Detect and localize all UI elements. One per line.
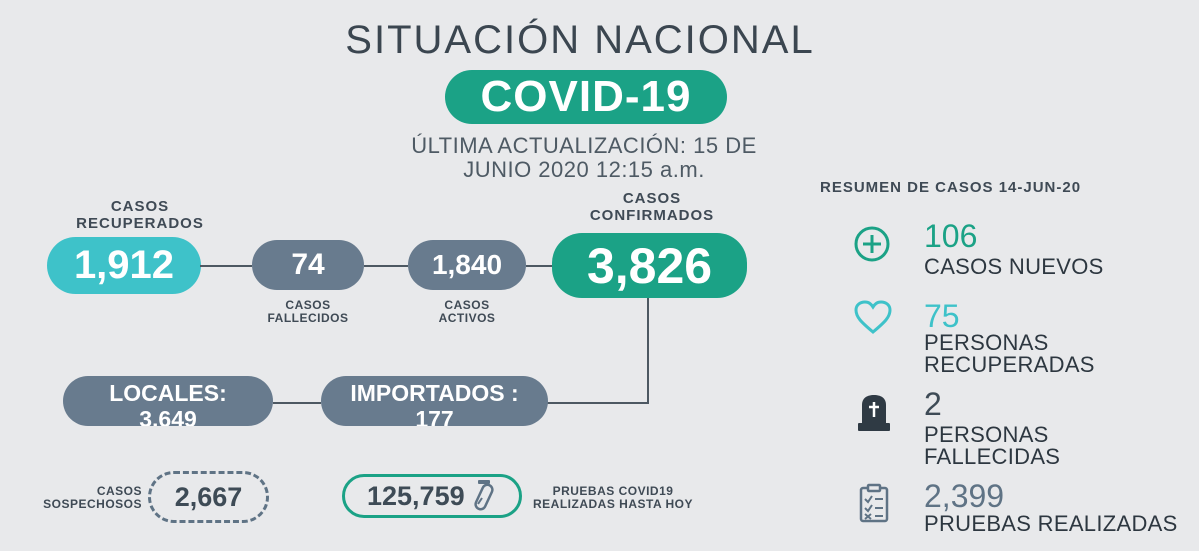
importados-text: IMPORTADOS : 177 xyxy=(350,380,519,426)
page-title: SITUACIÓN NACIONAL xyxy=(345,18,815,62)
clipboard-checklist-icon xyxy=(857,482,891,524)
summary-value: 75 xyxy=(924,298,960,334)
activos-label: CASOS ACTIVOS xyxy=(438,298,496,325)
heart-icon xyxy=(852,298,894,338)
summary-label: CASOS NUEVOS xyxy=(924,254,1104,279)
summary-label: PERSONAS RECUPERADAS xyxy=(924,330,1095,377)
confirmados-label: CASOS CONFIRMADOS xyxy=(589,190,715,224)
summary-label: PRUEBAS REALIZADAS xyxy=(924,511,1178,536)
summary-title: RESUMEN DE CASOS 14-JUN-20 xyxy=(820,179,1082,196)
confirmados-value: 3,826 xyxy=(552,233,747,298)
recuperados-label: CASOS RECUPERADOS xyxy=(76,198,204,232)
summary-value: 2 xyxy=(924,386,942,422)
summary-value: 106 xyxy=(924,218,978,254)
tombstone-icon xyxy=(856,392,892,434)
pruebas-label: PRUEBAS COVID19 REALIZADAS HASTA HOY xyxy=(533,484,693,511)
last-update-text: ÚLTIMA ACTUALIZACIÓN: 15 DE JUNIO 2020 1… xyxy=(411,133,757,182)
connector-line xyxy=(273,402,321,404)
test-tube-icon xyxy=(473,480,494,511)
pruebas-box: 125,759 xyxy=(342,474,522,518)
fallecidos-value: 74 xyxy=(252,240,364,290)
connector-line xyxy=(200,265,252,267)
locales-pill: LOCALES: 3,649 xyxy=(63,376,273,426)
connector-line xyxy=(547,402,649,404)
importados-pill: IMPORTADOS : 177 xyxy=(321,376,548,426)
summary-value: 2,399 xyxy=(924,478,1005,514)
locales-text: LOCALES: 3,649 xyxy=(109,380,227,426)
connector-line xyxy=(647,298,649,404)
recuperados-value: 1,912 xyxy=(47,237,201,294)
fallecidos-label: CASOS FALLECIDOS xyxy=(267,298,349,325)
plus-circle-icon xyxy=(852,224,892,264)
connector-line xyxy=(364,265,408,267)
connector-line xyxy=(526,265,552,267)
activos-value: 1,840 xyxy=(408,240,526,290)
sospechosos-label: CASOS SOSPECHOSOS xyxy=(43,484,142,511)
summary-label: PERSONAS FALLECIDAS xyxy=(924,422,1061,469)
pruebas-value: 125,759 xyxy=(367,480,465,511)
covid-badge: COVID-19 xyxy=(445,70,727,124)
sospechosos-value: 2,667 xyxy=(148,471,269,523)
